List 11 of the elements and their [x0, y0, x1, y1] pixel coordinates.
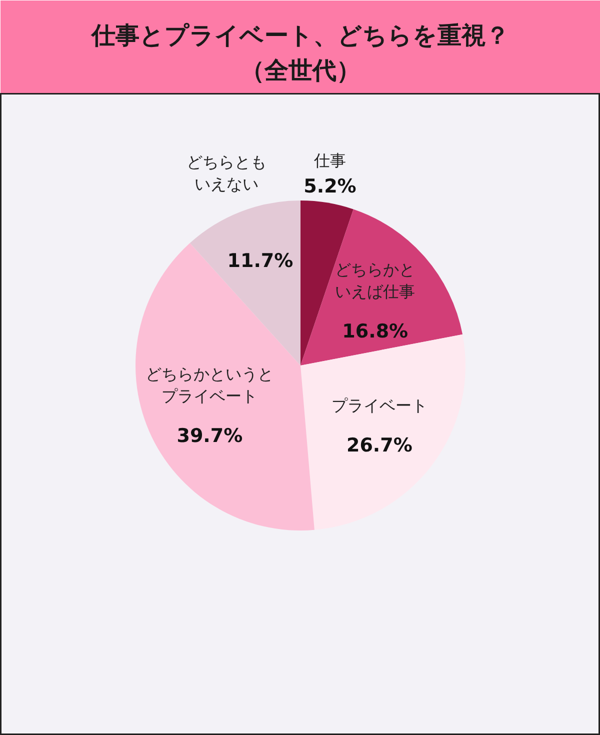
- slice-label: プライベート: [331, 396, 428, 415]
- data-label: 16.8%: [342, 320, 408, 342]
- data-label: 26.7%: [346, 434, 412, 456]
- chart-title: 仕事とプライベート、どちらを重視？（全世代）: [90, 22, 510, 84]
- slice-label: どちらかといえば仕事: [335, 260, 416, 301]
- slice-label: どちらかというとプライベート: [146, 364, 274, 406]
- slice-label: 仕事: [312, 150, 346, 170]
- data-label: 5.2%: [304, 175, 356, 198]
- data-label: 11.7%: [227, 250, 294, 272]
- slice-label: どちらともいえない: [186, 152, 266, 194]
- data-label: 39.7%: [176, 424, 243, 447]
